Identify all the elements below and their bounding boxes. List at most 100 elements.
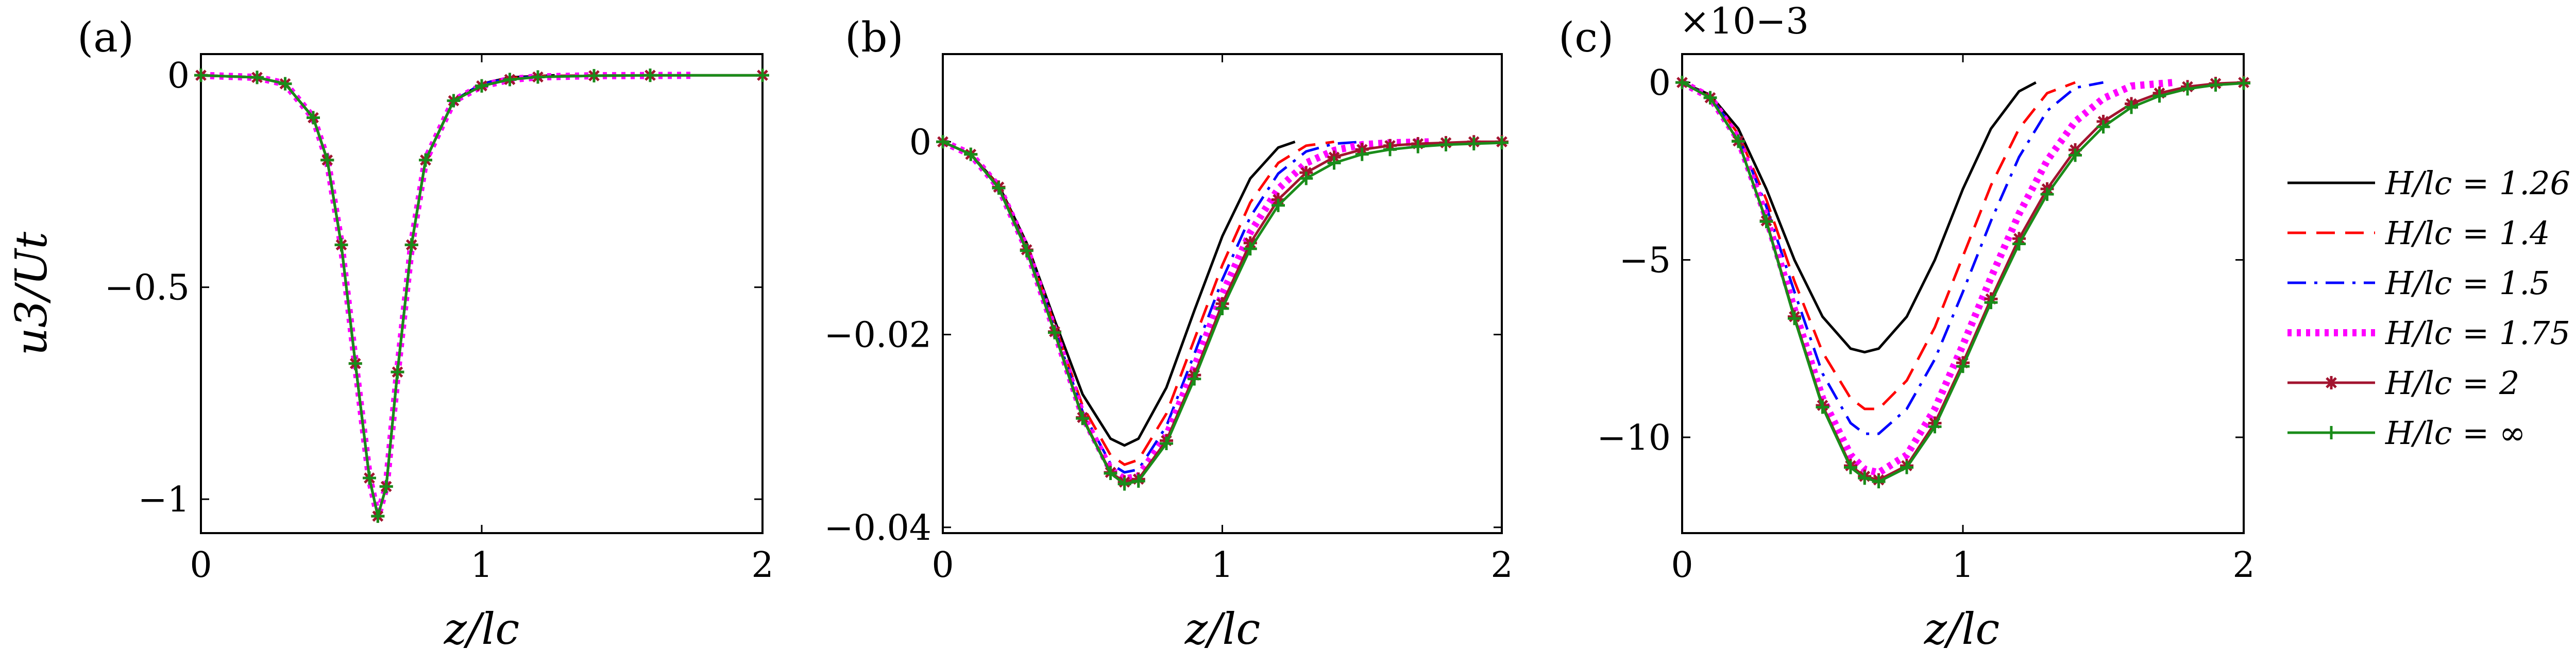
series-line-6 bbox=[942, 141, 1502, 486]
series-marker-6 bbox=[1675, 76, 1689, 90]
y-tick-label: −0.02 bbox=[824, 315, 931, 356]
series-line-2 bbox=[1681, 81, 2076, 411]
legend-marker-5 bbox=[2325, 376, 2338, 389]
series-marker-6 bbox=[1020, 244, 1033, 258]
panel-b: 0 1 2 0 −0.02 −0.04 bbox=[824, 53, 1513, 586]
series-marker-6 bbox=[1383, 143, 1397, 157]
series-marker-6 bbox=[419, 153, 432, 167]
series-marker-6 bbox=[2012, 237, 2026, 251]
series-marker-6 bbox=[1117, 477, 1131, 491]
x-axis-label-c: z/lc bbox=[1924, 604, 1999, 654]
series-marker-6 bbox=[1984, 296, 1998, 310]
series-marker-6 bbox=[1956, 360, 1970, 373]
series-marker-6 bbox=[391, 365, 404, 379]
series-marker-6 bbox=[1272, 198, 1285, 212]
series-marker-6 bbox=[194, 69, 208, 82]
series-marker-6 bbox=[1243, 242, 1257, 255]
series-marker-6 bbox=[250, 71, 264, 84]
series-marker-6 bbox=[643, 69, 657, 82]
exponent-label-c: ×10−3 bbox=[1680, 0, 1809, 42]
series-line-2 bbox=[942, 140, 1334, 466]
series-marker-6 bbox=[2069, 148, 2082, 162]
series-marker-6 bbox=[404, 238, 418, 252]
y-tick-label: 0 bbox=[167, 56, 190, 96]
series-marker-6 bbox=[1411, 140, 1425, 153]
legend-label-5: H/lc = 2 bbox=[2385, 364, 2519, 402]
y-tick-label: −10 bbox=[1597, 418, 1671, 458]
series-marker-6 bbox=[447, 94, 461, 108]
x-axis-label-b: z/lc bbox=[1184, 604, 1260, 654]
series-marker-6 bbox=[2209, 78, 2223, 92]
legend-label-1: H/lc = 1.26 bbox=[2385, 164, 2570, 202]
series-marker-6 bbox=[475, 79, 488, 93]
series-line-6 bbox=[200, 74, 762, 518]
x-tick-label: 2 bbox=[2232, 545, 2255, 586]
panel-label-a: (a) bbox=[77, 13, 134, 61]
series-marker-6 bbox=[992, 181, 1006, 195]
series-marker-6 bbox=[1928, 420, 1942, 434]
series-marker-6 bbox=[1439, 138, 1453, 151]
x-tick-label: 2 bbox=[751, 545, 773, 586]
panel-c: 0 1 2 0 −5 −10 bbox=[1597, 53, 2255, 586]
series-marker-6 bbox=[2125, 100, 2138, 114]
series-line-4 bbox=[941, 138, 1432, 483]
series-marker-6 bbox=[2181, 82, 2194, 96]
y-tick-label: −5 bbox=[1619, 241, 1671, 281]
series-marker-6 bbox=[1299, 172, 1313, 185]
panel-label-c: (c) bbox=[1558, 13, 1614, 61]
legend-label-4: H/lc = 1.75 bbox=[2385, 314, 2570, 352]
series-marker-6 bbox=[379, 480, 393, 493]
x-axis-label-a: z/lc bbox=[444, 604, 519, 654]
x-tick-label: 2 bbox=[1490, 545, 1513, 586]
series-marker-6 bbox=[587, 69, 601, 82]
y-axis-label: u3/Ut bbox=[6, 232, 57, 356]
series-marker-6 bbox=[2096, 120, 2110, 134]
series-marker-6 bbox=[1076, 412, 1090, 425]
plot-frame bbox=[942, 53, 1503, 534]
series-marker-6 bbox=[1215, 302, 1229, 316]
x-tick-label: 1 bbox=[470, 545, 493, 586]
x-tick-label: 1 bbox=[1211, 545, 1233, 586]
series-marker-6 bbox=[503, 73, 517, 87]
legend-label-3: H/lc = 1.5 bbox=[2385, 264, 2550, 302]
series-marker-6 bbox=[756, 69, 769, 82]
series-marker-6 bbox=[2040, 187, 2054, 201]
plot-frame bbox=[200, 53, 764, 534]
panel-a: 0 1 2 0 −0.5 −1 bbox=[105, 53, 774, 586]
legend-label-6: H/lc = ∞ bbox=[2385, 414, 2526, 452]
y-tick-label: −0.04 bbox=[824, 508, 931, 549]
series-line-1 bbox=[200, 74, 555, 518]
series-marker-6 bbox=[964, 147, 978, 161]
series-line-6 bbox=[1681, 81, 2244, 483]
x-tick-label: 0 bbox=[1671, 545, 1693, 586]
series-marker-6 bbox=[363, 471, 376, 485]
series-marker-6 bbox=[278, 77, 292, 91]
series-marker-6 bbox=[1188, 372, 1201, 386]
legend: H/lc = 1.26 H/lc = 1.4 H/lc = 1.5 H/lc = 1.… bbox=[2287, 164, 2570, 452]
series-marker-6 bbox=[371, 509, 385, 523]
series-marker-6 bbox=[531, 70, 545, 84]
series-marker-6 bbox=[1788, 312, 1801, 326]
series-marker-6 bbox=[1104, 466, 1117, 480]
series-marker-6 bbox=[1858, 471, 1872, 485]
x-tick-label: 0 bbox=[931, 545, 954, 586]
series-line-4 bbox=[1680, 79, 2174, 476]
series-line-4 bbox=[200, 72, 692, 520]
series-marker-6 bbox=[307, 111, 320, 125]
series-marker-6 bbox=[1759, 215, 1773, 229]
y-tick-label: −1 bbox=[138, 480, 190, 520]
legend-label-2: H/lc = 1.4 bbox=[2385, 214, 2550, 252]
series-line-3 bbox=[942, 140, 1362, 474]
series-line-5 bbox=[1681, 81, 2244, 482]
series-marker-6 bbox=[2153, 89, 2166, 103]
legend-marker-6 bbox=[2325, 426, 2338, 439]
series-line-3 bbox=[200, 74, 622, 518]
series-line-5 bbox=[200, 74, 762, 518]
series-marker-6 bbox=[1816, 400, 1829, 414]
panel-label-b: (b) bbox=[845, 13, 904, 61]
series-line-2 bbox=[200, 74, 595, 518]
series-marker-6 bbox=[936, 135, 950, 149]
series-marker-6 bbox=[1160, 436, 1173, 450]
series-marker-6 bbox=[1048, 326, 1061, 339]
